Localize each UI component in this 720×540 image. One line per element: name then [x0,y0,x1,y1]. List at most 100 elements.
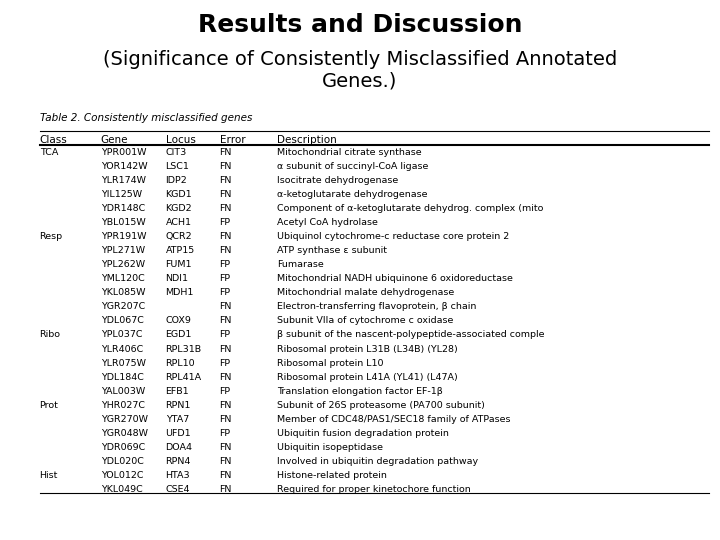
Text: FN: FN [220,415,232,424]
Text: YLR406C: YLR406C [101,345,143,354]
Text: RPN4: RPN4 [166,457,191,466]
Text: Ribosomal protein L41A (YL41) (L47A): Ribosomal protein L41A (YL41) (L47A) [277,373,458,382]
Text: Component of α-ketoglutarate dehydrog. complex (mito: Component of α-ketoglutarate dehydrog. c… [277,204,544,213]
Text: FN: FN [220,246,232,255]
Text: YGR207C: YGR207C [101,302,145,312]
Text: Hist: Hist [40,471,58,480]
Text: FN: FN [220,373,232,382]
Text: FN: FN [220,471,232,480]
Text: Required for proper kinetochore function: Required for proper kinetochore function [277,485,471,494]
Text: YPL271W: YPL271W [101,246,145,255]
Text: FP: FP [220,429,230,438]
Text: Fumarase: Fumarase [277,260,324,269]
Text: ATP15: ATP15 [166,246,195,255]
Text: Ubiquitin isopeptidase: Ubiquitin isopeptidase [277,443,383,452]
Text: Translation elongation factor EF-1β: Translation elongation factor EF-1β [277,387,443,396]
Text: YIL125W: YIL125W [101,190,142,199]
Text: KGD1: KGD1 [166,190,192,199]
Text: ACH1: ACH1 [166,218,192,227]
Text: YGR048W: YGR048W [101,429,148,438]
Text: β subunit of the nascent-polypeptide-associated comple: β subunit of the nascent-polypeptide-ass… [277,330,545,340]
Text: FN: FN [220,485,232,494]
Text: EFB1: EFB1 [166,387,189,396]
Text: ATP synthase ε subunit: ATP synthase ε subunit [277,246,387,255]
Text: YDL067C: YDL067C [101,316,144,326]
Text: Mitochondrial NADH ubiquinone 6 oxidoreductase: Mitochondrial NADH ubiquinone 6 oxidored… [277,274,513,284]
Text: Acetyl CoA hydrolase: Acetyl CoA hydrolase [277,218,378,227]
Text: FN: FN [220,345,232,354]
Text: HTA3: HTA3 [166,471,190,480]
Text: KGD2: KGD2 [166,204,192,213]
Text: FP: FP [220,288,230,298]
Text: Ribo: Ribo [40,330,60,340]
Text: FP: FP [220,218,230,227]
Text: Gene: Gene [101,135,128,145]
Text: FN: FN [220,316,232,326]
Text: Prot: Prot [40,401,58,410]
Text: FP: FP [220,274,230,284]
Text: CSE4: CSE4 [166,485,190,494]
Text: Member of CDC48/PAS1/SEC18 family of ATPases: Member of CDC48/PAS1/SEC18 family of ATP… [277,415,510,424]
Text: FN: FN [220,443,232,452]
Text: Ribosomal protein L10: Ribosomal protein L10 [277,359,384,368]
Text: YKL085W: YKL085W [101,288,145,298]
Text: YOL012C: YOL012C [101,471,143,480]
Text: UFD1: UFD1 [166,429,192,438]
Text: YPR191W: YPR191W [101,232,146,241]
Text: YHR027C: YHR027C [101,401,145,410]
Text: YKL049C: YKL049C [101,485,143,494]
Text: YDR148C: YDR148C [101,204,145,213]
Text: Involved in ubiquitin degradation pathway: Involved in ubiquitin degradation pathwa… [277,457,478,466]
Text: MDH1: MDH1 [166,288,194,298]
Text: YPL262W: YPL262W [101,260,145,269]
Text: LSC1: LSC1 [166,162,189,171]
Text: FN: FN [220,148,232,157]
Text: FP: FP [220,260,230,269]
Text: Locus: Locus [166,135,195,145]
Text: YTA7: YTA7 [166,415,189,424]
Text: α-ketoglutarate dehydrogenase: α-ketoglutarate dehydrogenase [277,190,428,199]
Text: CIT3: CIT3 [166,148,187,157]
Text: Histone-related protein: Histone-related protein [277,471,387,480]
Text: Class: Class [40,135,68,145]
Text: YDR069C: YDR069C [101,443,145,452]
Text: FN: FN [220,401,232,410]
Text: Mitochondrial malate dehydrogenase: Mitochondrial malate dehydrogenase [277,288,454,298]
Text: YDL184C: YDL184C [101,373,144,382]
Text: RPN1: RPN1 [166,401,191,410]
Text: FN: FN [220,232,232,241]
Text: RPL10: RPL10 [166,359,195,368]
Text: FN: FN [220,204,232,213]
Text: IDP2: IDP2 [166,176,187,185]
Text: Error: Error [220,135,246,145]
Text: Results and Discussion: Results and Discussion [198,14,522,37]
Text: YLR075W: YLR075W [101,359,145,368]
Text: DOA4: DOA4 [166,443,193,452]
Text: FN: FN [220,176,232,185]
Text: Ubiquitin fusion degradation protein: Ubiquitin fusion degradation protein [277,429,449,438]
Text: FUM1: FUM1 [166,260,192,269]
Text: Subunit of 26S proteasome (PA700 subunit): Subunit of 26S proteasome (PA700 subunit… [277,401,485,410]
Text: Ribosomal protein L31B (L34B) (YL28): Ribosomal protein L31B (L34B) (YL28) [277,345,458,354]
Text: FN: FN [220,190,232,199]
Text: YAL003W: YAL003W [101,387,145,396]
Text: Description: Description [277,135,337,145]
Text: Isocitrate dehydrogenase: Isocitrate dehydrogenase [277,176,398,185]
Text: EGD1: EGD1 [166,330,192,340]
Text: FP: FP [220,387,230,396]
Text: TCA: TCA [40,148,58,157]
Text: Mitochondrial citrate synthase: Mitochondrial citrate synthase [277,148,422,157]
Text: FP: FP [220,359,230,368]
Text: RPL41A: RPL41A [166,373,202,382]
Text: α subunit of succinyl-CoA ligase: α subunit of succinyl-CoA ligase [277,162,428,171]
Text: YLR174W: YLR174W [101,176,145,185]
Text: FN: FN [220,457,232,466]
Text: Ubiquinol cytochrome-c reductase core protein 2: Ubiquinol cytochrome-c reductase core pr… [277,232,510,241]
Text: YBL015W: YBL015W [101,218,145,227]
Text: YPR001W: YPR001W [101,148,146,157]
Text: Table 2. Consistently misclassified genes: Table 2. Consistently misclassified gene… [40,112,252,123]
Text: Subunit VIIa of cytochrome c oxidase: Subunit VIIa of cytochrome c oxidase [277,316,454,326]
Text: FP: FP [220,330,230,340]
Text: Resp: Resp [40,232,63,241]
Text: FN: FN [220,302,232,312]
